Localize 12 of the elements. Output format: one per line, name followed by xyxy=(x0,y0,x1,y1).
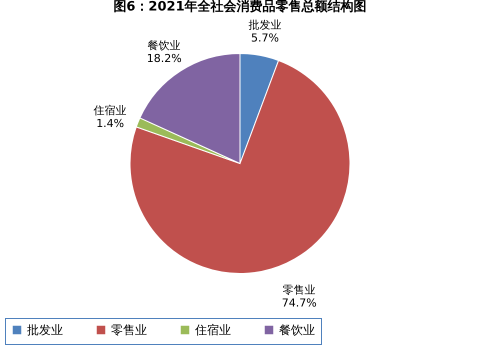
data-label: 18.2% xyxy=(146,52,182,65)
slice-label: 住宿业 xyxy=(94,104,127,118)
data-label: 1.4% xyxy=(96,117,124,130)
legend-label: 批发业 xyxy=(27,323,63,337)
legend-label: 餐饮业 xyxy=(279,323,315,337)
legend-label: 住宿业 xyxy=(194,323,231,337)
slice-label: 餐饮业 xyxy=(148,38,181,52)
data-label: 5.7% xyxy=(250,32,279,45)
slice-label: 批发业 xyxy=(248,18,282,32)
data-label: 74.7% xyxy=(282,296,317,310)
slice-label: 零售业 xyxy=(282,283,316,296)
legend-label: 零售业 xyxy=(111,323,147,337)
